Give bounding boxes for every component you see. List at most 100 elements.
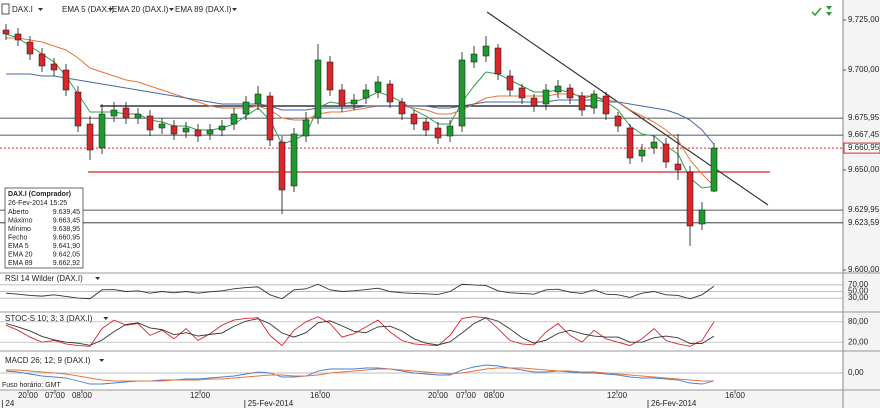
indicator-line (5, 317, 715, 346)
x-tick-label: 16:00 (310, 391, 331, 400)
candle-body (98, 113, 106, 149)
candle-body (14, 33, 22, 41)
date-label: 26-Fev-2014 (651, 399, 697, 408)
info-time: 26-Fev-2014 15:25 (8, 200, 67, 207)
candle-body (374, 81, 382, 93)
y-tick-label: 70,00 (848, 280, 869, 289)
icon[interactable] (1, 3, 10, 15)
candle-body (614, 115, 622, 127)
candle-body (674, 163, 682, 171)
y-tick-label: 20,00 (848, 337, 869, 346)
candle-body (74, 91, 82, 127)
dropdown-arrow[interactable] (169, 8, 174, 11)
info-value: 9.662,92 (53, 260, 80, 267)
candle-body (62, 69, 70, 91)
candle-body (182, 127, 190, 133)
legend-entry[interactable]: EMA 89 (DAX.I) (175, 5, 232, 14)
candle-body (626, 127, 634, 159)
candle-body (470, 53, 478, 63)
candle-body (530, 97, 538, 107)
info-title: DAX.I (Comprador) (8, 191, 71, 198)
candle-body (218, 125, 226, 131)
symbol-label[interactable]: DAX.I (12, 5, 33, 14)
dropdown-arrow[interactable] (38, 8, 43, 11)
info-key: Fecho (8, 234, 28, 241)
y-tick-label: 0,00 (848, 368, 864, 377)
x-tick-label: 20:00 (18, 391, 39, 400)
candle-body (290, 133, 298, 187)
info-key: Máximo (8, 217, 33, 224)
legend-entry[interactable]: EMA 20 (DAX.I) (112, 5, 169, 14)
date-label: 25-Fev-2014 (248, 399, 294, 408)
y-tick-label: 9.700,00 (848, 65, 880, 74)
y-tick-label: 80,00 (848, 317, 869, 326)
info-key: Mínimo (8, 226, 31, 233)
level-label: 9.675,95 (848, 113, 880, 122)
candle-body (434, 127, 442, 139)
dropdown-arrow[interactable] (232, 8, 237, 11)
indicator-line (6, 367, 714, 382)
candle-body (242, 101, 250, 115)
candle-body (278, 141, 286, 191)
candle-body (26, 41, 34, 55)
candle-body (698, 209, 706, 225)
info-box (4, 187, 84, 269)
dropdown-arrow[interactable] (99, 359, 105, 362)
dropdown-arrow[interactable] (108, 8, 113, 11)
candle-body (206, 129, 214, 135)
info-value: 9.660,95 (53, 234, 80, 241)
candle-body (638, 149, 646, 157)
candle-body (254, 93, 262, 105)
info-value: 9.663,45 (53, 217, 80, 224)
candle-body (266, 95, 274, 141)
panel-title[interactable]: RSI 14 Wilder (DAX.I) (5, 274, 83, 283)
candle-body (554, 85, 562, 93)
candle-body (302, 119, 310, 137)
candle-body (590, 93, 598, 109)
candle-body (578, 95, 586, 111)
candle-body (38, 53, 46, 67)
candle-body (398, 101, 406, 115)
dropdown-arrow[interactable] (103, 317, 109, 320)
panel-title[interactable]: STOC-S 10; 3; 3 (DAX.I) (5, 314, 93, 323)
candle-body (362, 89, 370, 99)
candle-body (458, 59, 466, 127)
candle-body (110, 109, 118, 117)
info-value: 9.641,90 (53, 243, 80, 250)
candle-body (566, 87, 574, 99)
candle-body (86, 123, 94, 151)
candle-body (482, 45, 490, 57)
candle-body (386, 83, 394, 103)
candle-body (350, 99, 358, 105)
info-key: Aberto (8, 209, 29, 216)
candle-body (194, 129, 202, 137)
panel-title[interactable]: MACD 26; 12; 9 (DAX.I) (5, 356, 91, 365)
candle-body (50, 63, 58, 71)
icon[interactable] (826, 6, 832, 16)
x-tick-label: 16:00 (725, 391, 746, 400)
candle-body (122, 107, 130, 119)
candle-body (650, 141, 658, 149)
candle-body (338, 89, 346, 107)
dropdown-arrow[interactable] (95, 277, 101, 280)
info-value: 9.639,45 (53, 209, 80, 216)
candle-body (158, 123, 166, 129)
candle-body (326, 61, 334, 91)
candle-body (146, 115, 154, 131)
icon[interactable] (811, 7, 822, 17)
info-value: 9.638,95 (53, 226, 80, 233)
price-axis-bg (843, 0, 880, 408)
y-tick-label: 9.725,00 (848, 15, 880, 24)
last-price-box (843, 142, 880, 154)
y-tick-label: 9.650,00 (848, 165, 880, 174)
candle-body (134, 113, 142, 119)
candle-body (686, 171, 694, 227)
candle-body (602, 95, 610, 115)
legend-entry[interactable]: EMA 5 (DAX.I) (62, 5, 114, 14)
y-tick-label: 9.600,00 (848, 265, 880, 274)
level-label: 9.667,45 (848, 130, 880, 139)
candle-body (170, 125, 178, 135)
date-label: 24 (5, 399, 14, 408)
candle-body (494, 47, 502, 75)
